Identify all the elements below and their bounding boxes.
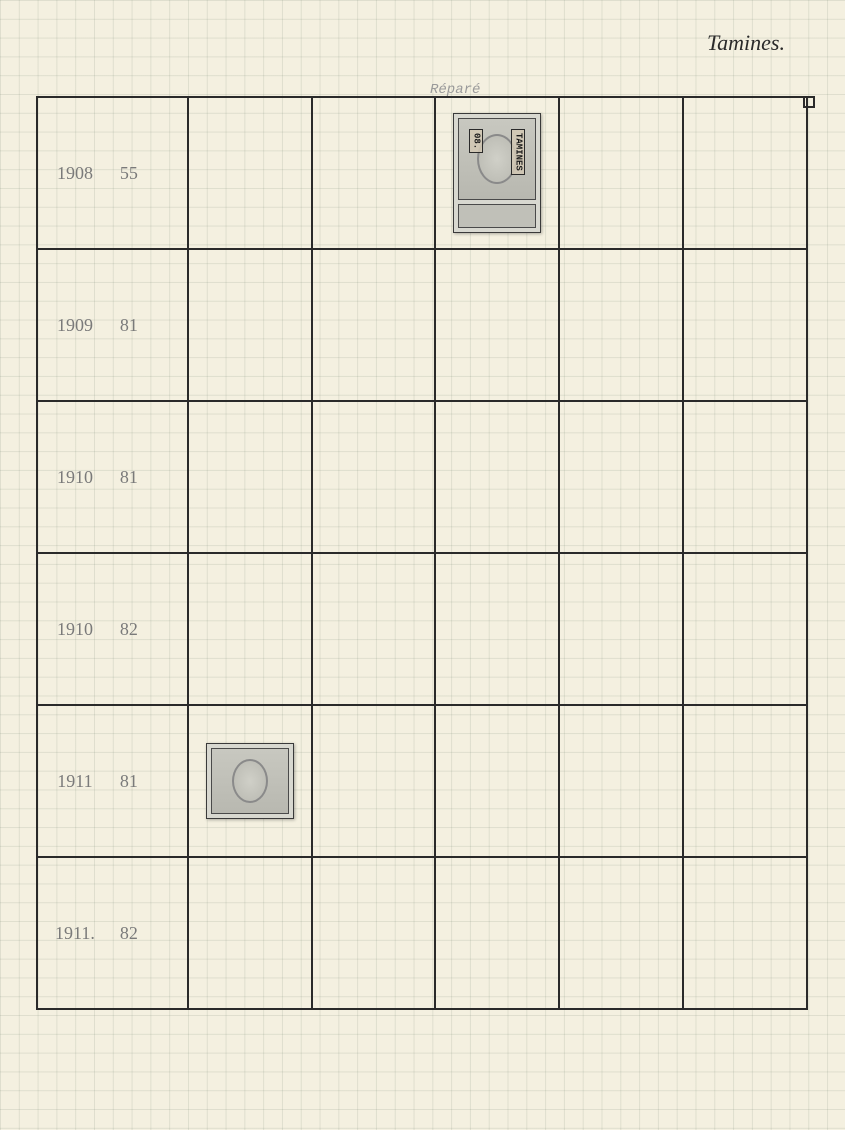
- year-text: 1910: [57, 619, 93, 639]
- stamp-design: 08. TAMINES: [458, 118, 536, 200]
- stamp-cell: [559, 249, 683, 401]
- num-cell: 82: [112, 553, 188, 705]
- table-row: 1910 82: [37, 553, 807, 705]
- num-cell: 81: [112, 249, 188, 401]
- page-title: Tamines.: [707, 30, 785, 56]
- stamp-cell: [188, 249, 312, 401]
- stamp-cell: [683, 249, 807, 401]
- stamp-cell: [188, 401, 312, 553]
- stamp-cell: [683, 857, 807, 1009]
- num-text: 81: [120, 315, 138, 335]
- year-cell: 1908: [37, 97, 112, 249]
- stamp-overprint-left: 08.: [469, 129, 483, 153]
- stamp-cell: [435, 553, 559, 705]
- stamp-cell: [188, 553, 312, 705]
- year-cell: 1911: [37, 705, 112, 857]
- year-text: 1908: [57, 163, 93, 183]
- stamp-cell: [435, 401, 559, 553]
- stamp-cell: [559, 97, 683, 249]
- stamp-cell: [312, 401, 436, 553]
- stamp-cell: [312, 97, 436, 249]
- stamp-cell: [559, 705, 683, 857]
- stamp-cell: [559, 857, 683, 1009]
- stamp-album-grid: 1908 55 08. TAMINES 1909 81: [36, 96, 808, 1010]
- stamp-cell: [188, 857, 312, 1009]
- stamp-cell: [188, 705, 312, 857]
- table-row: 1911. 82: [37, 857, 807, 1009]
- stamp-cell: [312, 705, 436, 857]
- stamp-label: [458, 204, 536, 228]
- year-cell: 1909: [37, 249, 112, 401]
- num-cell: 82: [112, 857, 188, 1009]
- year-text: 1911: [57, 771, 92, 791]
- stamp-cell: [435, 857, 559, 1009]
- year-cell: 1911.: [37, 857, 112, 1009]
- num-text: 81: [120, 771, 138, 791]
- stamp-cell: [312, 857, 436, 1009]
- postage-stamp: 08. TAMINES: [453, 113, 541, 233]
- stamp-cell: [435, 705, 559, 857]
- stamp-cell: [312, 553, 436, 705]
- table-row: 1908 55 08. TAMINES: [37, 97, 807, 249]
- stamp-cell: [188, 97, 312, 249]
- stamp-cell: [683, 553, 807, 705]
- num-text: 81: [120, 467, 138, 487]
- postage-stamp: [206, 743, 294, 819]
- year-text: 1910: [57, 467, 93, 487]
- table-row: 1911 81: [37, 705, 807, 857]
- stamp-cell: [683, 705, 807, 857]
- num-text: 82: [120, 923, 138, 943]
- year-cell: 1910: [37, 553, 112, 705]
- stamp-overprint-right: TAMINES: [511, 129, 525, 175]
- stamp-cell: [683, 401, 807, 553]
- stamp-design: [211, 748, 289, 814]
- table-row: 1909 81: [37, 249, 807, 401]
- stamp-cell: [312, 249, 436, 401]
- num-cell: 55: [112, 97, 188, 249]
- year-text: 1909: [57, 315, 93, 335]
- year-cell: 1910: [37, 401, 112, 553]
- stamp-cell: [559, 553, 683, 705]
- stamp-cell: [435, 249, 559, 401]
- stamp-cell: [559, 401, 683, 553]
- year-text: 1911.: [55, 923, 95, 943]
- stamp-oval-design: [232, 759, 268, 803]
- num-cell: 81: [112, 401, 188, 553]
- table-row: 1910 81: [37, 401, 807, 553]
- num-text: 82: [120, 619, 138, 639]
- stamp-cell: 08. TAMINES: [435, 97, 559, 249]
- num-text: 55: [120, 163, 138, 183]
- num-cell: 81: [112, 705, 188, 857]
- stamp-cell: [683, 97, 807, 249]
